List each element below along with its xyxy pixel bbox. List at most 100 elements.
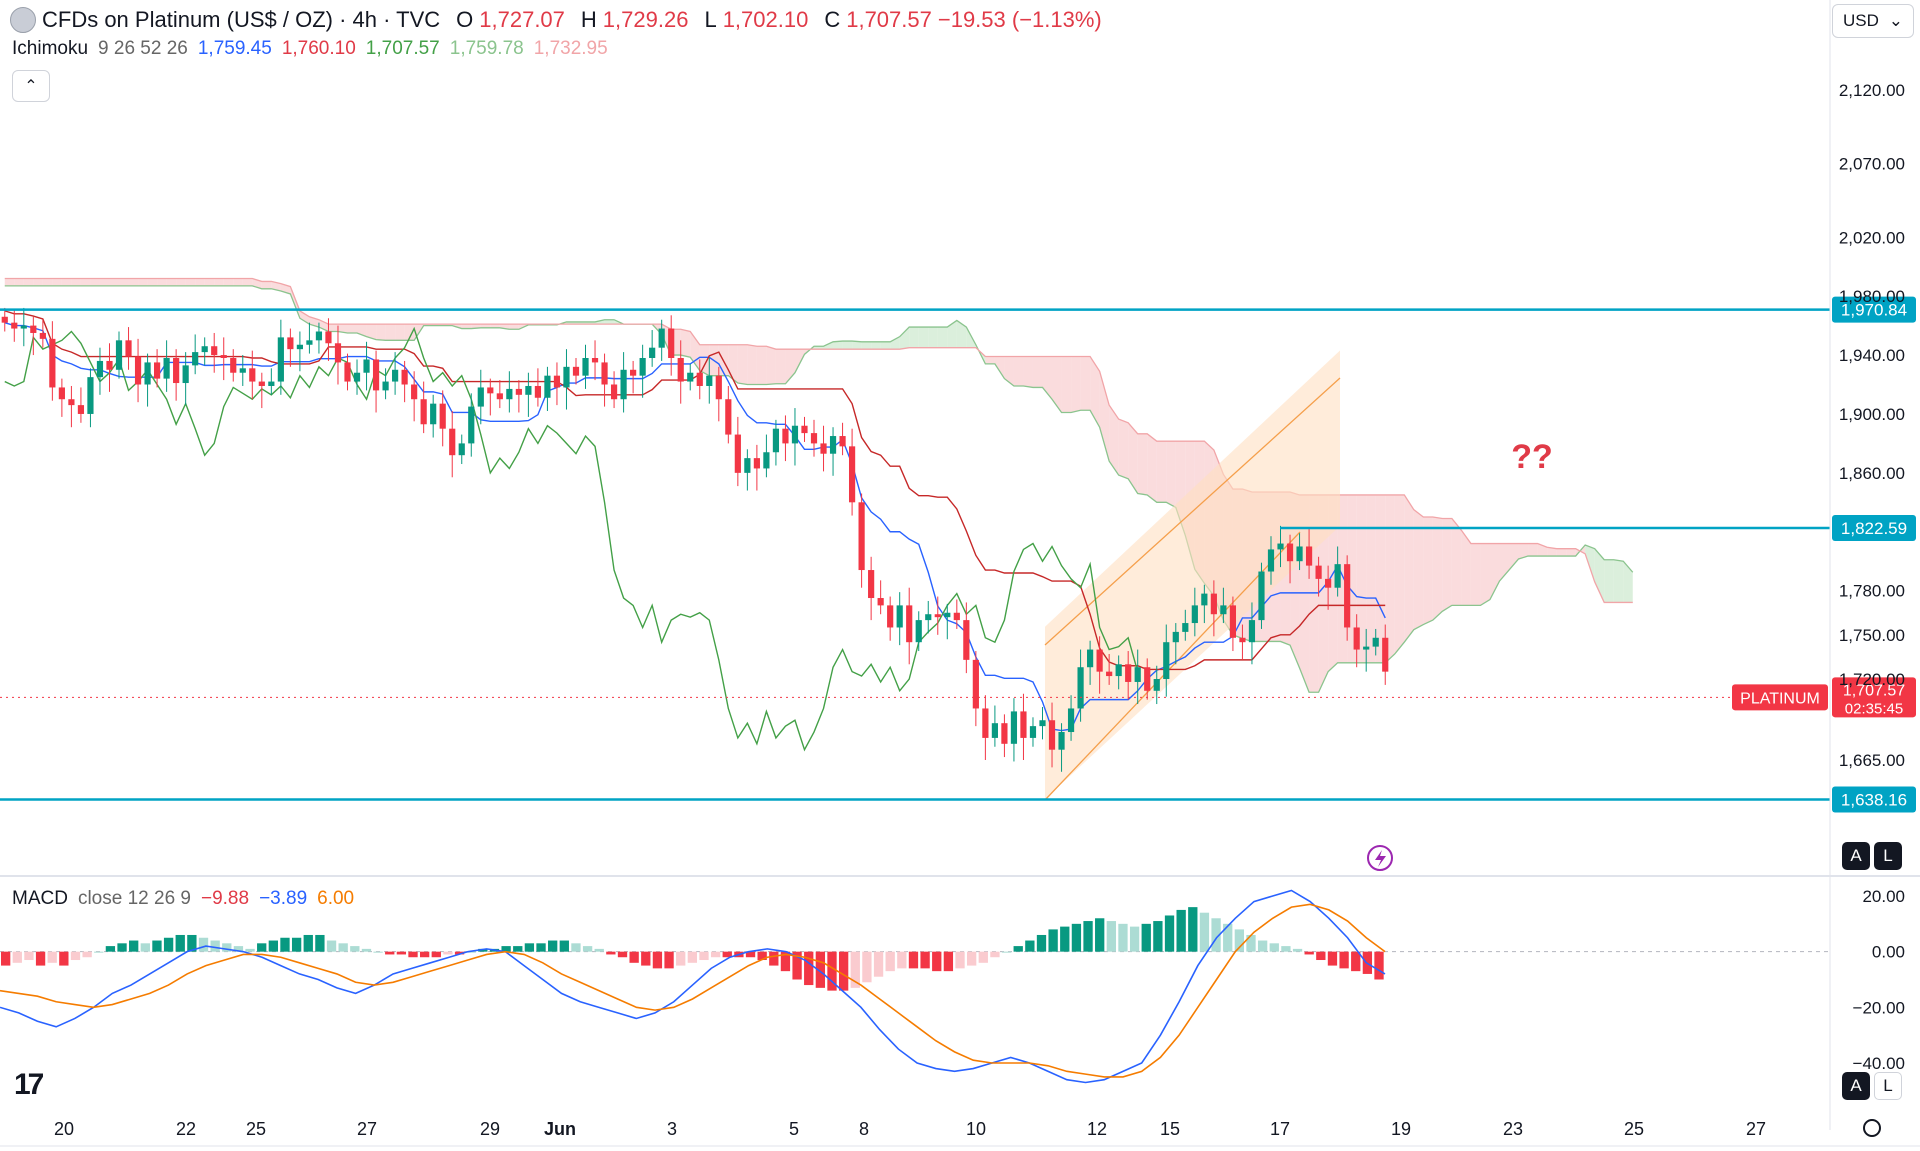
ichimoku-value-span-a: 1,759.78 xyxy=(449,38,524,59)
candle-body xyxy=(106,360,113,370)
macd-histogram-bar xyxy=(617,951,628,958)
macd-histogram-bar xyxy=(478,948,488,952)
ichimoku-cloud-segment xyxy=(490,324,500,328)
price-tick-label: 1,720.00 xyxy=(1839,670,1905,689)
currency-select[interactable]: USD ⌄ xyxy=(1832,4,1914,38)
price-tick-label: 2,020.00 xyxy=(1839,228,1905,247)
collapse-legend-button[interactable]: ⌃ xyxy=(12,70,50,102)
macd-auto-scale-button[interactable]: A xyxy=(1842,1072,1870,1100)
macd-legend[interactable]: MACD close 12 26 9 −9.88 −3.89 6.00 xyxy=(12,888,354,910)
candle-body xyxy=(839,436,846,447)
price-tick-label: 1,900.00 xyxy=(1839,405,1905,424)
candle-body xyxy=(915,620,922,643)
macd-histogram-bar xyxy=(1339,951,1349,969)
ichimoku-cloud-segment xyxy=(1623,561,1633,603)
ichimoku-cloud-segment xyxy=(956,320,967,348)
candle-body xyxy=(725,399,732,435)
candle-body xyxy=(1134,667,1141,682)
candle-body xyxy=(420,399,427,425)
log-scale-button[interactable]: L xyxy=(1874,842,1902,870)
candle-body xyxy=(1239,637,1246,643)
candle-body xyxy=(934,614,941,618)
candle-body xyxy=(734,434,741,473)
macd-histogram-bar xyxy=(198,937,209,952)
candle-body xyxy=(306,340,313,345)
macd-histogram-bar xyxy=(710,951,721,958)
macd-log-scale-button[interactable]: L xyxy=(1874,1072,1902,1100)
candle-body xyxy=(449,428,456,456)
ichimoku-cloud-segment xyxy=(4,278,15,286)
macd-histogram-bar xyxy=(687,951,697,963)
open-label: O xyxy=(456,7,474,32)
macd-histogram-bar xyxy=(1304,951,1314,955)
macd-histogram-bar xyxy=(967,951,977,966)
candle-body xyxy=(877,598,884,606)
macd-histogram-bar xyxy=(722,951,732,958)
ichimoku-cloud-segment xyxy=(509,324,519,330)
macd-value-signal: 6.00 xyxy=(317,888,355,909)
macd-histogram-bar xyxy=(117,943,127,952)
ichimoku-cloud-segment xyxy=(71,278,81,286)
candle-body xyxy=(372,359,380,391)
macd-histogram-bar xyxy=(524,943,535,952)
candle-body xyxy=(1258,571,1265,621)
candle-body xyxy=(144,362,151,385)
macd-histogram-bar xyxy=(513,946,523,952)
macd-histogram-bar xyxy=(1129,926,1140,952)
price-tick-label: 1,860.00 xyxy=(1839,464,1905,483)
ichimoku-cloud-segment xyxy=(366,324,377,340)
ichimoku-cloud-segment xyxy=(1585,545,1595,582)
lightning-icon xyxy=(1367,845,1393,871)
ichimoku-cloud-segment xyxy=(690,331,700,371)
candle-body xyxy=(506,388,513,400)
macd-histogram-bar xyxy=(175,934,185,952)
candle-body xyxy=(411,384,418,400)
macd-histogram-bar xyxy=(1153,921,1163,952)
ichimoku-cloud-segment xyxy=(261,281,272,289)
macd-histogram-bar xyxy=(1246,934,1256,952)
ichimoku-cloud-segment xyxy=(1071,356,1081,413)
ichimoku-cloud-segment xyxy=(1547,547,1557,557)
macd-histogram-bar xyxy=(233,946,244,952)
macd-histogram-bar xyxy=(943,951,954,972)
macd-histogram-bar xyxy=(1257,940,1268,952)
candle-body xyxy=(1182,623,1189,632)
candle-body xyxy=(1172,631,1179,643)
ichimoku-cloud-segment xyxy=(1499,543,1510,582)
macd-histogram-bar xyxy=(897,951,907,969)
macd-histogram-bar xyxy=(431,951,441,958)
price-tick-label: 1,750.00 xyxy=(1839,626,1905,645)
candle-body xyxy=(706,375,713,386)
candle-body xyxy=(1229,605,1237,638)
candle-body xyxy=(801,425,808,434)
ichimoku-legend[interactable]: Ichimoku 9 26 52 26 1,759.45 1,760.10 1,… xyxy=(12,38,608,60)
ichimoku-cloud-segment xyxy=(1052,356,1062,413)
macd-histogram-bar xyxy=(606,951,616,955)
macd-histogram-bar xyxy=(757,951,767,961)
level-price-tag xyxy=(1832,786,1916,813)
macd-histogram-bar xyxy=(629,951,639,963)
macd-histogram-bar xyxy=(1292,948,1303,952)
candle-body xyxy=(649,347,656,358)
ichimoku-cloud-segment xyxy=(823,341,834,350)
ichimoku-cloud-segment xyxy=(138,278,148,286)
ichimoku-cloud-segment xyxy=(1137,433,1148,495)
ichimoku-cloud-segment xyxy=(1509,543,1519,571)
level-price-label: 1,638.16 xyxy=(1841,791,1907,810)
macd-histogram-bar xyxy=(873,951,884,977)
candle-body xyxy=(1191,605,1198,624)
candle-body xyxy=(1353,627,1360,650)
macd-histogram-bar xyxy=(932,951,942,972)
macd-value-hist: −9.88 xyxy=(200,888,250,909)
candle-body xyxy=(1277,543,1284,550)
ichimoku-cloud-segment xyxy=(337,324,348,333)
auto-scale-button[interactable]: A xyxy=(1842,842,1870,870)
ichimoku-cloud-segment xyxy=(1013,356,1024,386)
ichimoku-cloud-segment xyxy=(1556,548,1567,557)
candle-body xyxy=(601,362,608,385)
candle-body xyxy=(858,502,865,571)
ichimoku-cloud-segment xyxy=(1604,559,1614,603)
macd-histogram-bar xyxy=(1118,923,1128,952)
candle-body xyxy=(1382,637,1389,672)
